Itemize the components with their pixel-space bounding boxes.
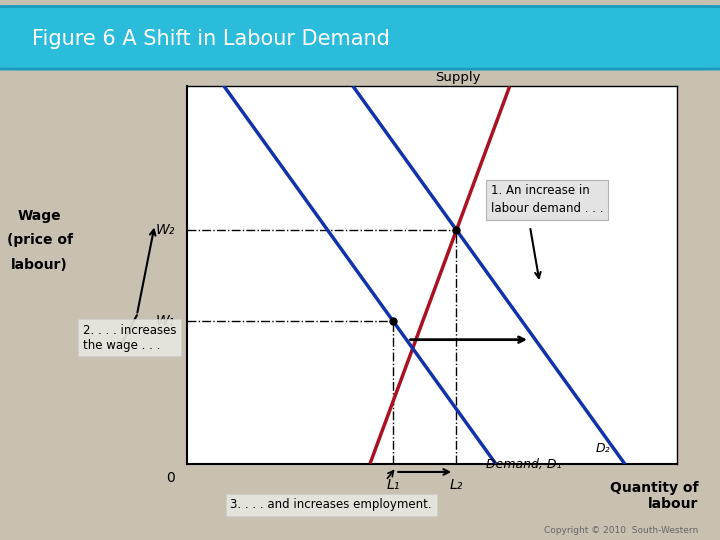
Text: 0: 0	[166, 471, 174, 484]
Text: W₂: W₂	[156, 223, 175, 237]
Text: 1. An increase in
labour demand . . .: 1. An increase in labour demand . . .	[491, 184, 603, 215]
Text: Demand, D₁: Demand, D₁	[486, 458, 562, 471]
Text: (price of: (price of	[6, 233, 73, 247]
Text: labour): labour)	[12, 258, 68, 272]
Text: 3. . . . and increases employment.: 3. . . . and increases employment.	[230, 498, 432, 511]
Text: D₂: D₂	[596, 442, 611, 455]
Text: Quantity of
labour: Quantity of labour	[610, 481, 698, 511]
Text: Wage: Wage	[18, 209, 61, 223]
Text: Copyright © 2010  South-Western: Copyright © 2010 South-Western	[544, 525, 698, 535]
Text: Figure 6 A Shift in Labour Demand: Figure 6 A Shift in Labour Demand	[32, 29, 390, 49]
Text: Supply: Supply	[436, 71, 481, 84]
Text: W₁: W₁	[156, 314, 175, 328]
Text: L₁: L₁	[386, 477, 400, 491]
Text: L₂: L₂	[450, 477, 463, 491]
FancyBboxPatch shape	[0, 6, 720, 69]
Text: 2. . . . increases
the wage . . .: 2. . . . increases the wage . . .	[83, 323, 176, 352]
